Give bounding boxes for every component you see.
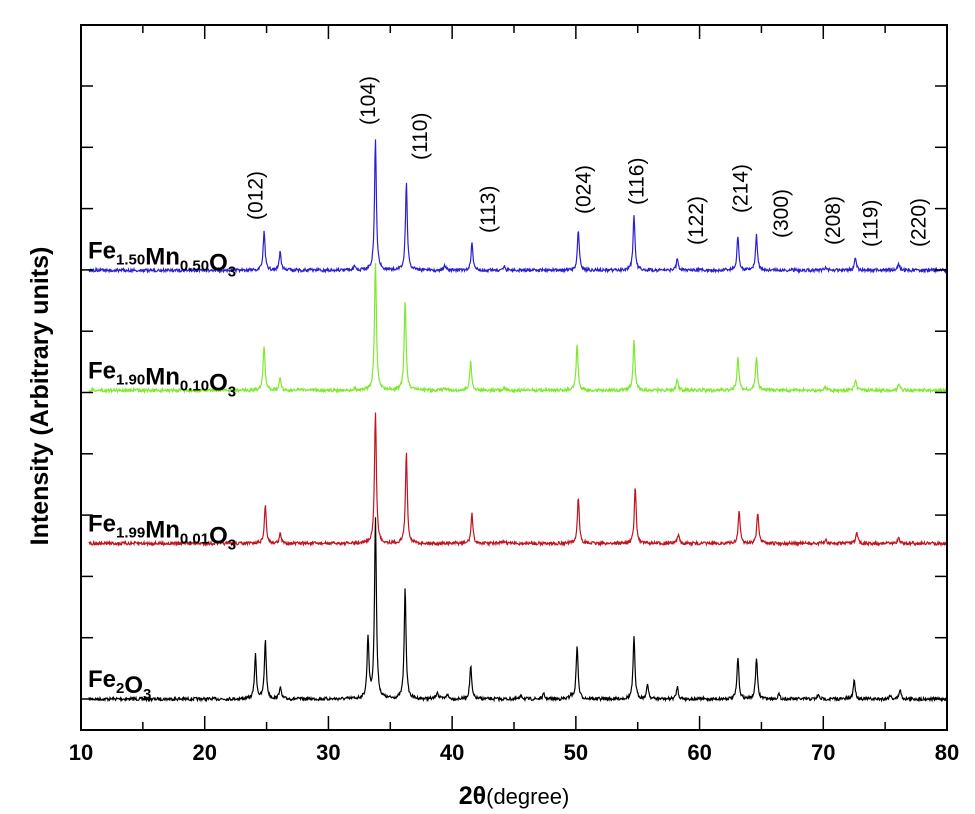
hkl-label: (214) — [729, 164, 752, 213]
trace-fe1-50mn0-50o3 — [88, 139, 948, 275]
sample-label: Fe1.90Mn0.10O3 — [88, 357, 236, 400]
sample-label: Fe1.99Mn0.01O3 — [88, 510, 236, 553]
x-tick-label: 70 — [811, 740, 835, 765]
trace-fe1-99mn0-01o3 — [88, 412, 948, 548]
x-tick-label: 10 — [69, 740, 93, 765]
hkl-label: (110) — [409, 113, 432, 160]
hkl-label: (300) — [770, 189, 793, 238]
hkl-label: (104) — [357, 76, 380, 125]
hkl-label: (208) — [822, 196, 845, 245]
x-axis-ticks: 10 20 30 40 50 60 70 80 — [69, 25, 959, 765]
hkl-label: (012) — [244, 171, 267, 220]
hkl-label: (024) — [572, 165, 595, 214]
traces — [88, 139, 948, 703]
hkl-label: (113) — [477, 186, 500, 233]
x-axis-title: 2θ(degree) — [459, 782, 570, 810]
miller-index-labels: (012) (104) (110) (113) (024) (116) (122) (214)… — [244, 76, 930, 247]
x-tick-label: 20 — [192, 740, 216, 765]
x-tick-label: 40 — [440, 740, 464, 765]
sample-label: Fe2O3 — [88, 666, 151, 703]
y-axis-ticks — [81, 85, 947, 700]
hkl-label: (220) — [908, 198, 931, 247]
hkl-label: (122) — [685, 196, 708, 245]
sample-label: Fe1.50Mn0.50O3 — [88, 237, 236, 280]
sample-labels: Fe2O3 Fe1.99Mn0.01O3 Fe1.90Mn0.10O3 Fe1.50M… — [88, 237, 236, 703]
trace-fe1-90mn0-10o3 — [88, 263, 948, 395]
y-axis-title: Intensity (Arbitrary units) — [26, 247, 54, 546]
x-tick-label: 50 — [564, 740, 588, 765]
hkl-label: (116) — [625, 158, 648, 205]
x-tick-label: 30 — [316, 740, 340, 765]
x-tick-label: 60 — [687, 740, 711, 765]
hkl-label: (119) — [859, 200, 882, 247]
x-tick-label: 80 — [935, 740, 959, 765]
trace-fe2o3 — [88, 517, 948, 703]
